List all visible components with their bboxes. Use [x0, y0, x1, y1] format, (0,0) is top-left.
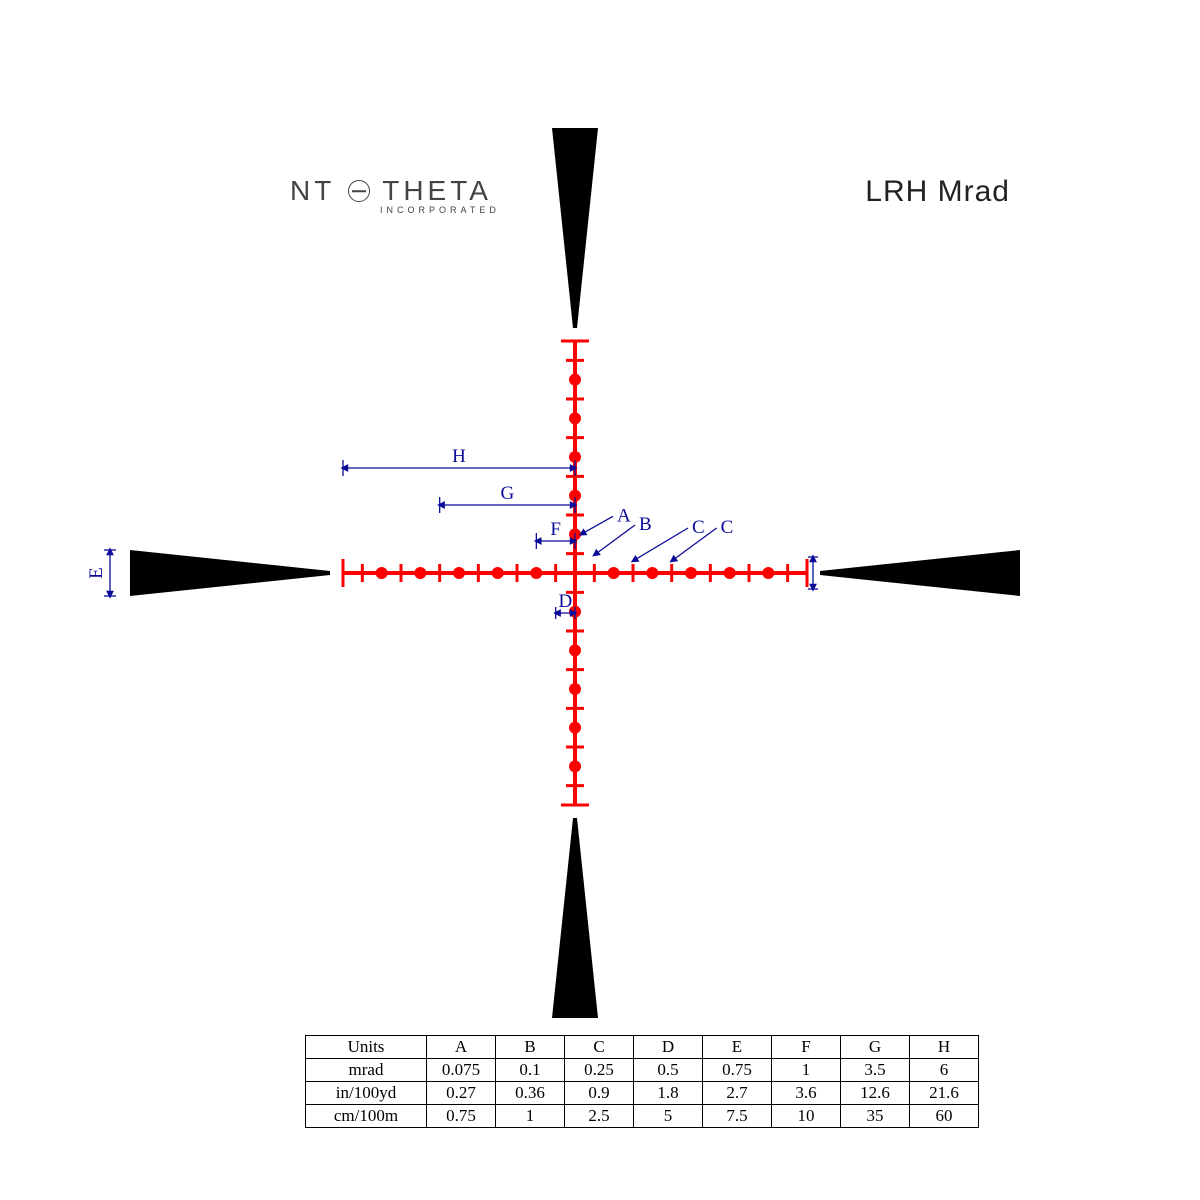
table-cell: 0.25 — [565, 1059, 634, 1082]
table-cell: 0.75 — [427, 1105, 496, 1128]
reticle-dot — [685, 567, 697, 579]
reticle-dot — [569, 374, 581, 386]
table-cell: 6 — [910, 1059, 979, 1082]
leader-line — [594, 525, 635, 555]
dim-label: E — [86, 567, 107, 579]
table-cell: 1.8 — [634, 1082, 703, 1105]
reticle-dot — [569, 722, 581, 734]
reticle-dot — [453, 567, 465, 579]
reticle-model-title: LRH Mrad — [865, 175, 1010, 209]
table-cell: 1 — [496, 1105, 565, 1128]
table-cell: 0.36 — [496, 1082, 565, 1105]
table-cell: 7.5 — [703, 1105, 772, 1128]
reticle-dot — [569, 760, 581, 772]
logo-subtitle: INCORPORATED — [380, 205, 500, 215]
table-cell: 12.6 — [841, 1082, 910, 1105]
table-cell: 0.075 — [427, 1059, 496, 1082]
table-row: cm/100m0.7512.557.5103560 — [306, 1105, 979, 1128]
table-row: in/100yd0.270.360.91.82.73.612.621.6 — [306, 1082, 979, 1105]
table-cell: 2.5 — [565, 1105, 634, 1128]
table-cell: 0.75 — [703, 1059, 772, 1082]
dim-label: H — [452, 446, 466, 467]
leader-label: B — [639, 514, 652, 535]
dim-label: D — [558, 591, 572, 612]
table-cell: 0.27 — [427, 1082, 496, 1105]
leader-label: C — [692, 517, 705, 538]
table-cell: 3.6 — [772, 1082, 841, 1105]
table-header-col: G — [841, 1036, 910, 1059]
table-header-col: B — [496, 1036, 565, 1059]
reticle-diagram-canvas: NT THETA INCORPORATED LRH Mrad HGFDABCCE… — [0, 0, 1200, 1200]
leader-label: A — [617, 505, 631, 526]
table-header-col: F — [772, 1036, 841, 1059]
table-header-units: Units — [306, 1036, 427, 1059]
table-cell: 35 — [841, 1105, 910, 1128]
table-header-col: D — [634, 1036, 703, 1059]
table-header-col: C — [565, 1036, 634, 1059]
table-cell: 0.9 — [565, 1082, 634, 1105]
post-left — [130, 550, 330, 596]
table-cell: 5 — [634, 1105, 703, 1128]
leader-line — [581, 516, 613, 534]
reticle-dot — [762, 567, 774, 579]
theta-icon — [348, 180, 370, 202]
table-cell: 60 — [910, 1105, 979, 1128]
table-header-col: E — [703, 1036, 772, 1059]
table-row-label: cm/100m — [306, 1105, 427, 1128]
table-cell: 21.6 — [910, 1082, 979, 1105]
table-cell: 2.7 — [703, 1082, 772, 1105]
leader-label: C — [721, 517, 734, 538]
reticle-dot — [569, 683, 581, 695]
reticle-dot — [414, 567, 426, 579]
spec-table: UnitsABCDEFGHmrad0.0750.10.250.50.7513.5… — [305, 1035, 979, 1128]
reticle-svg: HGFDABCCE — [0, 0, 1200, 1200]
reticle-dot — [492, 567, 504, 579]
logo-part2: THETA — [382, 175, 492, 207]
reticle-dot — [376, 567, 388, 579]
reticle-dot — [530, 567, 542, 579]
table-cell: 0.1 — [496, 1059, 565, 1082]
reticle-dot — [724, 567, 736, 579]
reticle-dot — [646, 567, 658, 579]
reticle-dot — [608, 567, 620, 579]
table-row-label: in/100yd — [306, 1082, 427, 1105]
dim-label: F — [550, 519, 561, 540]
post-bottom — [552, 818, 598, 1018]
brand-logo: NT THETA INCORPORATED — [290, 175, 492, 207]
table-cell: 0.5 — [634, 1059, 703, 1082]
table-cell: 10 — [772, 1105, 841, 1128]
table-header-col: H — [910, 1036, 979, 1059]
table-cell: 1 — [772, 1059, 841, 1082]
table-cell: 3.5 — [841, 1059, 910, 1082]
table-row-label: mrad — [306, 1059, 427, 1082]
table-header-col: A — [427, 1036, 496, 1059]
logo-part1: NT — [290, 175, 335, 207]
table-row: mrad0.0750.10.250.50.7513.56 — [306, 1059, 979, 1082]
reticle-dot — [569, 412, 581, 424]
dim-label: G — [500, 483, 514, 504]
post-right — [820, 550, 1020, 596]
reticle-dot — [569, 644, 581, 656]
post-top — [552, 128, 598, 328]
